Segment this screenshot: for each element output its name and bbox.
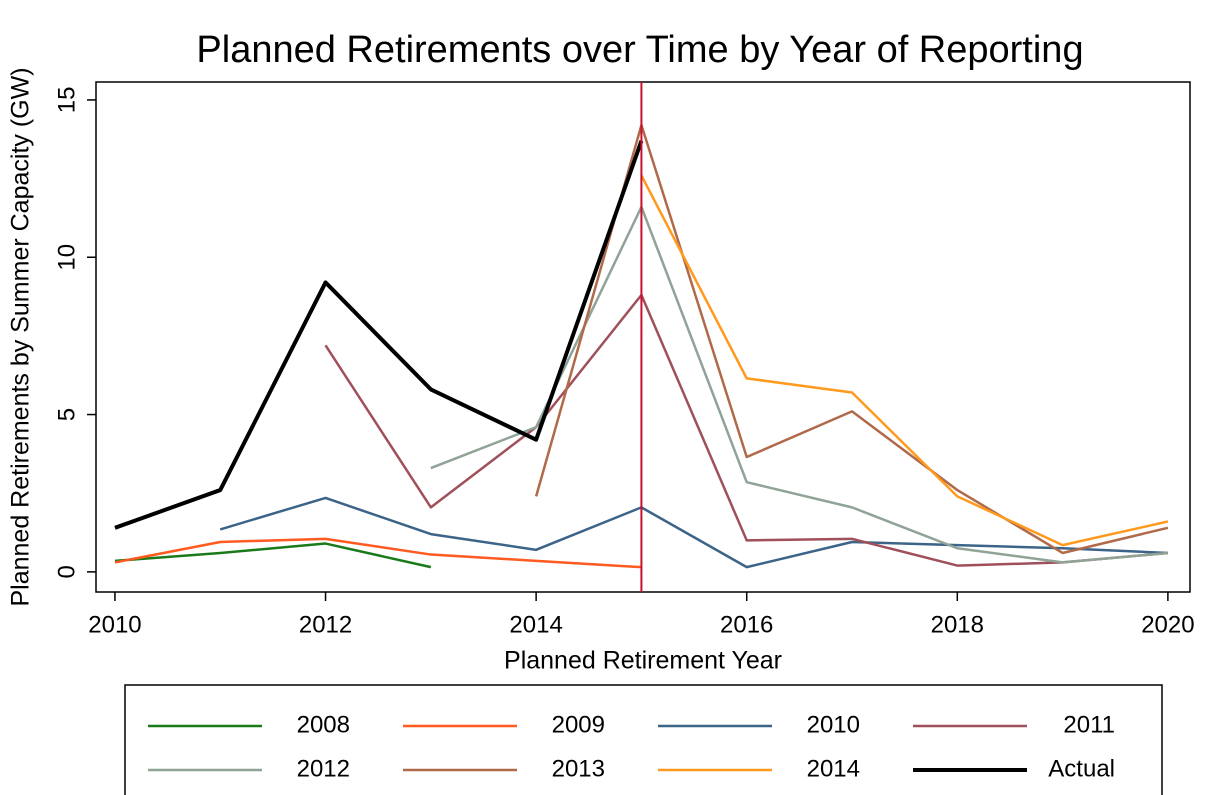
y-tick-label: 10 [53,244,80,271]
legend-label: 2008 [297,711,350,738]
x-axis-title: Planned Retirement Year [504,647,782,675]
legend-label: 2010 [807,711,860,738]
legend-label: 2012 [297,755,350,782]
x-tick-label: 2018 [931,611,984,638]
series-line [114,542,432,569]
legend-box [124,684,1163,795]
x-tick-label: 2012 [299,611,352,638]
x-tick-label: 2014 [509,611,562,638]
series-line [324,293,1169,567]
legend-label: 2011 [1063,711,1115,738]
y-tick-label: 5 [53,408,80,421]
x-tick-label: 2016 [720,611,773,638]
series-line [640,174,1169,547]
legend-label: Actual [1048,755,1115,782]
series-line [219,496,1168,569]
plot-frame [95,81,1191,593]
y-tick-label: 15 [53,87,80,114]
legend-label: 2013 [552,755,605,782]
series-line [114,537,642,569]
y-tick-label: 0 [53,565,80,578]
chart-title: Planned Retirements over Time by Year of… [196,29,1083,71]
series-line [114,140,644,530]
legend-label: 2009 [552,711,605,738]
x-tick-label: 2020 [1141,611,1194,638]
legend-label: 2014 [807,755,860,782]
y-axis-title: Planned Retirements by Summer Capacity (… [7,67,35,606]
x-tick-label: 2010 [88,611,141,638]
